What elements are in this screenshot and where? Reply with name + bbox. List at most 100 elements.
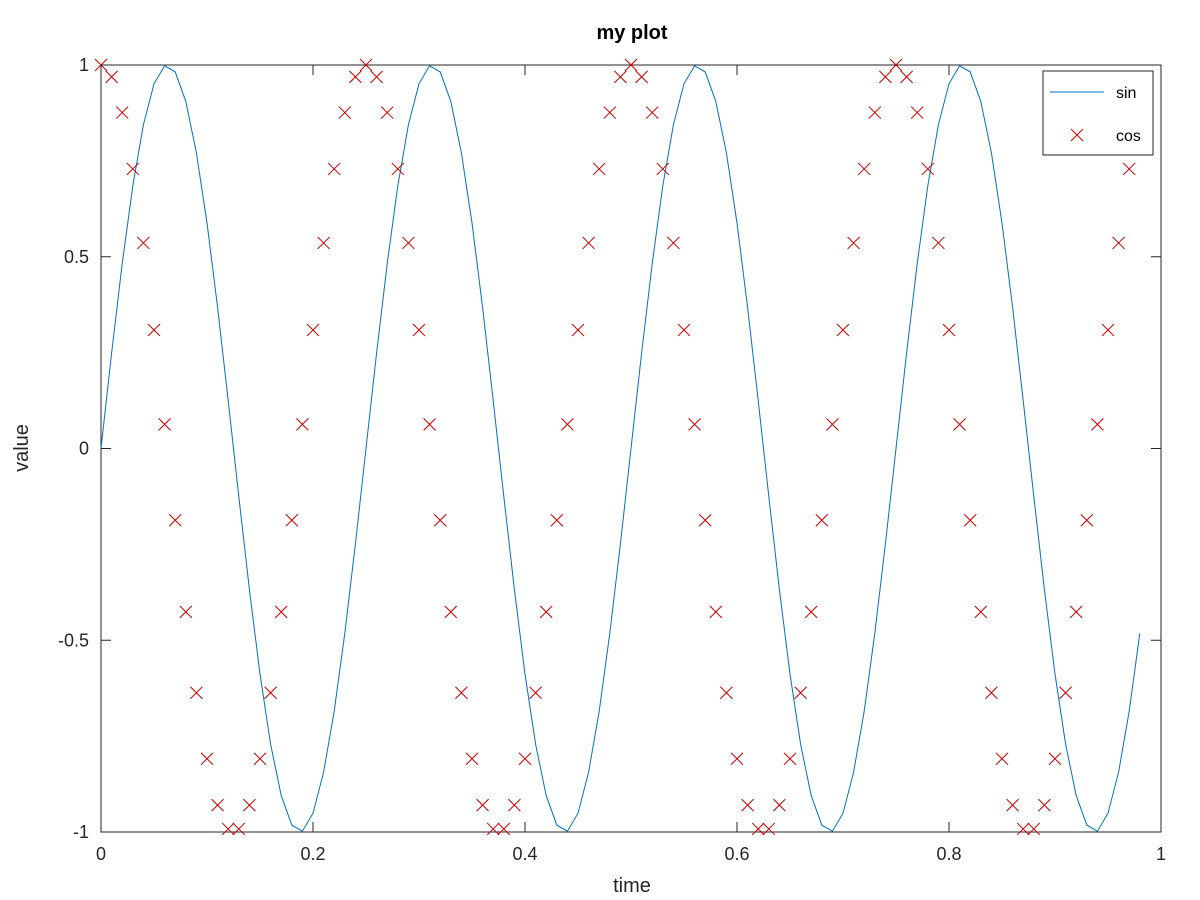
cos-point [879, 70, 892, 84]
cos-point [497, 822, 511, 836]
cos-point [370, 70, 383, 84]
cos-point [847, 236, 860, 250]
cos-point [264, 686, 277, 700]
cos-point [1080, 513, 1094, 527]
y-tick-label: 0.5 [64, 247, 89, 267]
cos-point [486, 822, 500, 836]
cos-point [317, 236, 330, 250]
cos-point [253, 752, 267, 766]
cos-point [1059, 686, 1072, 700]
cos-point [190, 686, 203, 700]
cos-point [985, 686, 998, 700]
x-tick-label: 0.6 [724, 844, 749, 864]
cos-point [741, 798, 754, 812]
cos-point [327, 162, 341, 176]
cos-point [942, 323, 956, 337]
cos-point [1122, 162, 1136, 176]
cos-point [211, 798, 224, 812]
cos-point [804, 605, 818, 619]
cos-point [910, 106, 924, 119]
cos-point [751, 822, 765, 836]
cos-point [688, 417, 701, 431]
cos-point [115, 106, 129, 119]
y-tick-label: -0.5 [58, 630, 89, 650]
x-tick-label: 1 [1156, 844, 1166, 864]
cos-point [571, 323, 585, 337]
x-axis-ticks: 0 0.2 0.4 0.6 0.8 1 [96, 65, 1166, 864]
legend-cos-label: cos [1116, 128, 1141, 145]
cos-point [126, 162, 140, 176]
cos-point [794, 686, 807, 700]
cos-point [349, 70, 362, 84]
cos-point [465, 752, 479, 766]
cos-point [603, 106, 617, 119]
cos-point [412, 323, 426, 337]
cos-point [433, 513, 447, 527]
cos-point [656, 162, 670, 176]
cos-point [815, 513, 829, 527]
cos-point [773, 798, 786, 812]
cos-point [1069, 605, 1083, 619]
cos-point [232, 822, 246, 836]
cos-point [720, 686, 733, 700]
y-tick-label: 0 [79, 439, 89, 459]
cos-point [709, 605, 723, 619]
cos-point [963, 513, 977, 527]
cos-point [105, 70, 118, 84]
cos-point [762, 822, 776, 836]
cos-point [889, 58, 903, 72]
legend-cos-marker [1070, 128, 1084, 142]
y-tick-label: 1 [79, 55, 89, 75]
legend-box [1042, 70, 1154, 156]
cos-point [635, 70, 648, 84]
x-tick-label: 0 [96, 844, 106, 864]
sin-line [100, 65, 1141, 832]
cos-point [614, 70, 627, 84]
legend-sin-label: sin [1116, 85, 1136, 102]
cos-point [306, 323, 320, 337]
cos-point [1048, 752, 1062, 766]
cos-point [359, 58, 373, 72]
cos-point [539, 605, 553, 619]
cos-point [137, 236, 150, 250]
x-tick-label: 0.2 [300, 844, 325, 864]
cos-point [529, 686, 542, 700]
cos-point [221, 822, 235, 836]
cos-point [243, 798, 256, 812]
cos-point [444, 605, 458, 619]
plot-area [94, 58, 1162, 836]
cos-point [285, 513, 299, 527]
cos-point [423, 417, 436, 431]
cos-point [592, 162, 606, 176]
cos-point [900, 70, 913, 84]
cos-point [677, 323, 691, 337]
cos-point [1112, 236, 1125, 250]
cos-point [561, 417, 574, 431]
cos-point [296, 417, 309, 431]
x-axis-label: time [613, 875, 651, 897]
cos-point [147, 323, 161, 337]
cos-point [338, 106, 352, 119]
cos-point [1038, 798, 1051, 812]
cos-point [550, 513, 564, 527]
x-tick-label: 0.4 [512, 844, 537, 864]
y-axis-ticks: -1 -0.5 0 0.5 1 [58, 55, 1161, 842]
cos-series [94, 58, 1147, 836]
cos-point [857, 162, 871, 176]
cos-point [1091, 417, 1104, 431]
cos-point [508, 798, 521, 812]
cos-point [402, 236, 415, 250]
cos-point [645, 106, 659, 119]
cos-point [582, 236, 595, 250]
cos-point [932, 236, 945, 250]
y-axis-label: value [11, 424, 33, 472]
cos-point [783, 752, 797, 766]
cos-point [1027, 822, 1041, 836]
cos-point [953, 417, 966, 431]
cos-point [380, 106, 394, 119]
cos-point [1101, 323, 1115, 337]
cos-point [698, 513, 712, 527]
cos-point [836, 323, 850, 337]
chart-title: my plot [596, 22, 667, 44]
cos-point [730, 752, 744, 766]
